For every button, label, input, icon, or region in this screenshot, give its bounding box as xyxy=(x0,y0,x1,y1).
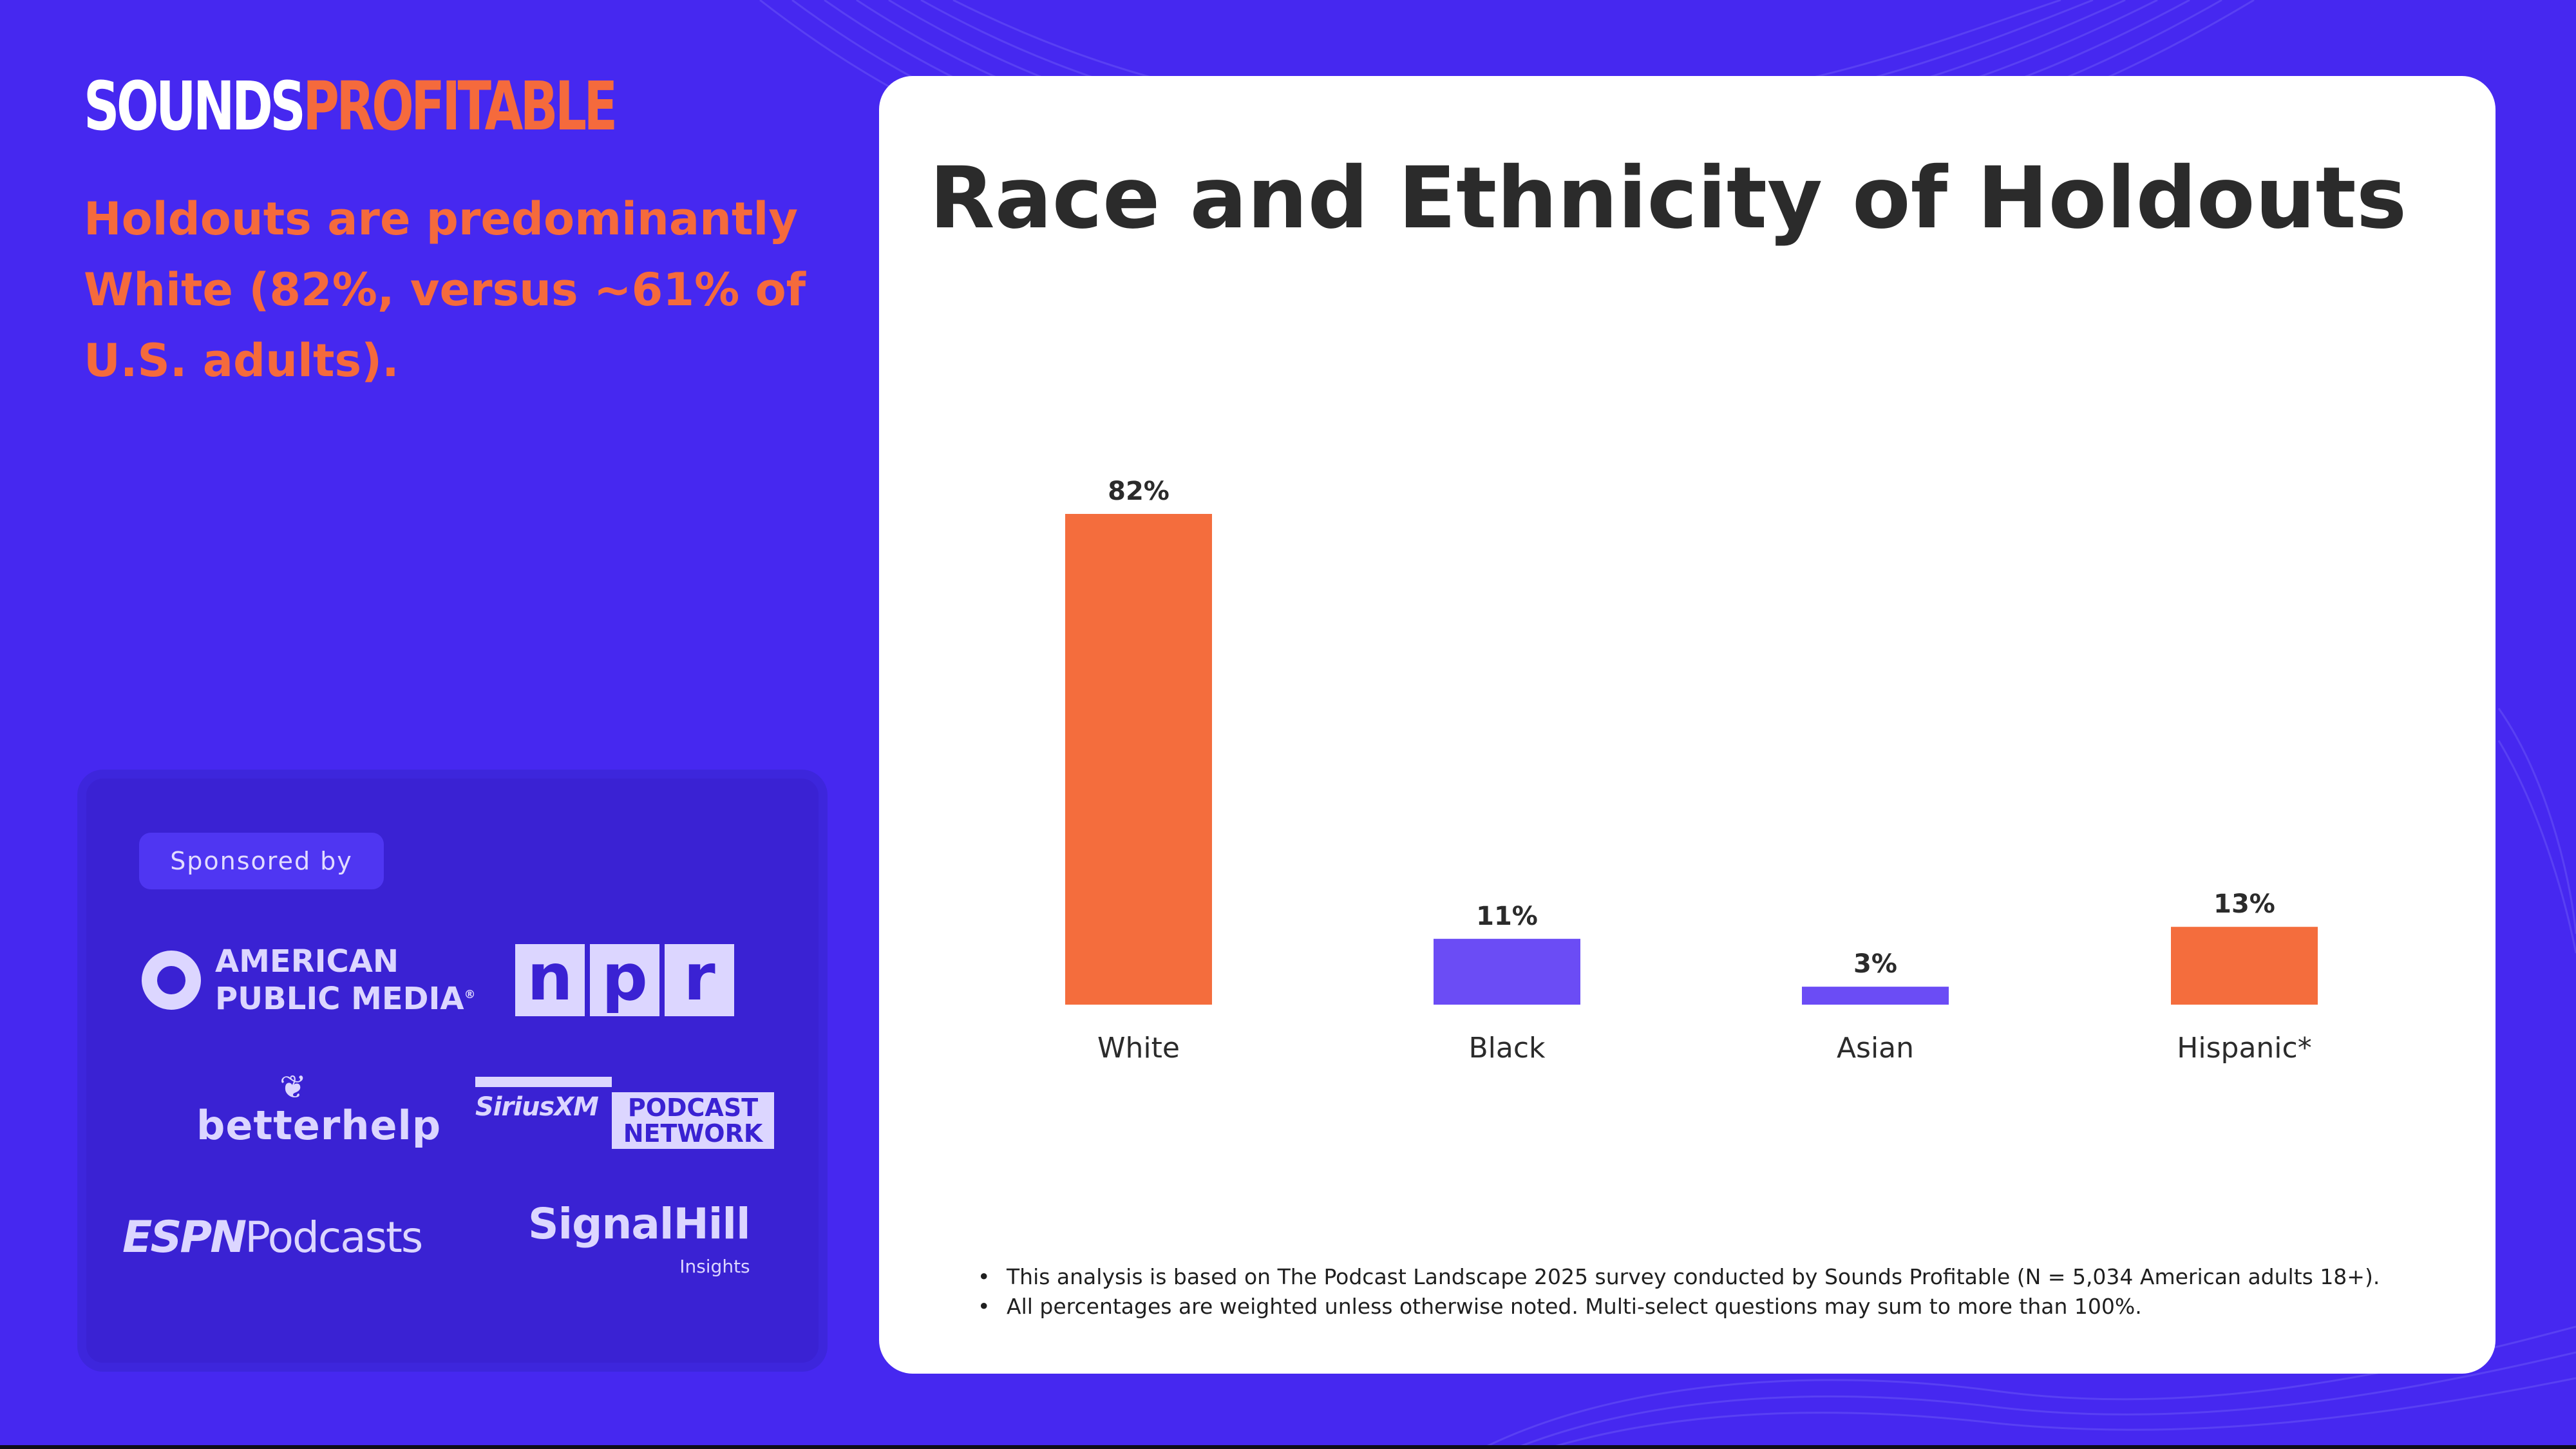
bar-chart: 82% White 11% Black 3% Asian 13% Hispanic* xyxy=(1065,477,2318,1065)
category-label: Asian xyxy=(1837,1032,1914,1065)
chart-title: Race and Ethnicity of Holdouts xyxy=(929,149,2407,248)
category-label: Hispanic* xyxy=(2177,1032,2311,1065)
footnote: All percentages are weighted unless othe… xyxy=(978,1292,2394,1321)
bottom-band xyxy=(0,1445,2576,1449)
bar-asian xyxy=(1802,987,1949,1005)
apm-circle-icon xyxy=(142,951,201,1010)
betterhelp-leaf-icon: ❦ xyxy=(279,1068,307,1106)
category-label: White xyxy=(1097,1032,1180,1065)
bar-white xyxy=(1065,514,1212,1005)
betterhelp-logo: ❦ betterhelp xyxy=(196,1068,442,1149)
espn-podcasts-logo: ESPNPodcasts xyxy=(122,1212,423,1263)
bar-hispanic xyxy=(2171,927,2318,1005)
footnote: This analysis is based on The Podcast La… xyxy=(978,1262,2394,1292)
headline: Holdouts are predominantly White (82%, v… xyxy=(84,193,806,387)
category-label: Black xyxy=(1468,1032,1546,1065)
sounds-profitable-logo: SOUNDSPROFITABLE xyxy=(84,67,618,146)
data-label: 11% xyxy=(1476,902,1538,931)
footnotes: This analysis is based on The Podcast La… xyxy=(978,1262,2394,1321)
data-label: 3% xyxy=(1853,949,1897,979)
american-public-media-logo: AMERICAN PUBLIC MEDIA® xyxy=(142,942,476,1019)
npr-logo: n p r xyxy=(515,944,734,1016)
data-label: 13% xyxy=(2213,889,2275,919)
signalhill-insights-logo: SignalHill Insights xyxy=(528,1199,751,1277)
siriusxm-podcast-network-logo: SiriusXM PODCAST NETWORK xyxy=(475,1077,774,1149)
bar-black xyxy=(1434,938,1580,1005)
data-label: 82% xyxy=(1108,477,1170,506)
sponsored-by-label: Sponsored by xyxy=(139,833,384,889)
